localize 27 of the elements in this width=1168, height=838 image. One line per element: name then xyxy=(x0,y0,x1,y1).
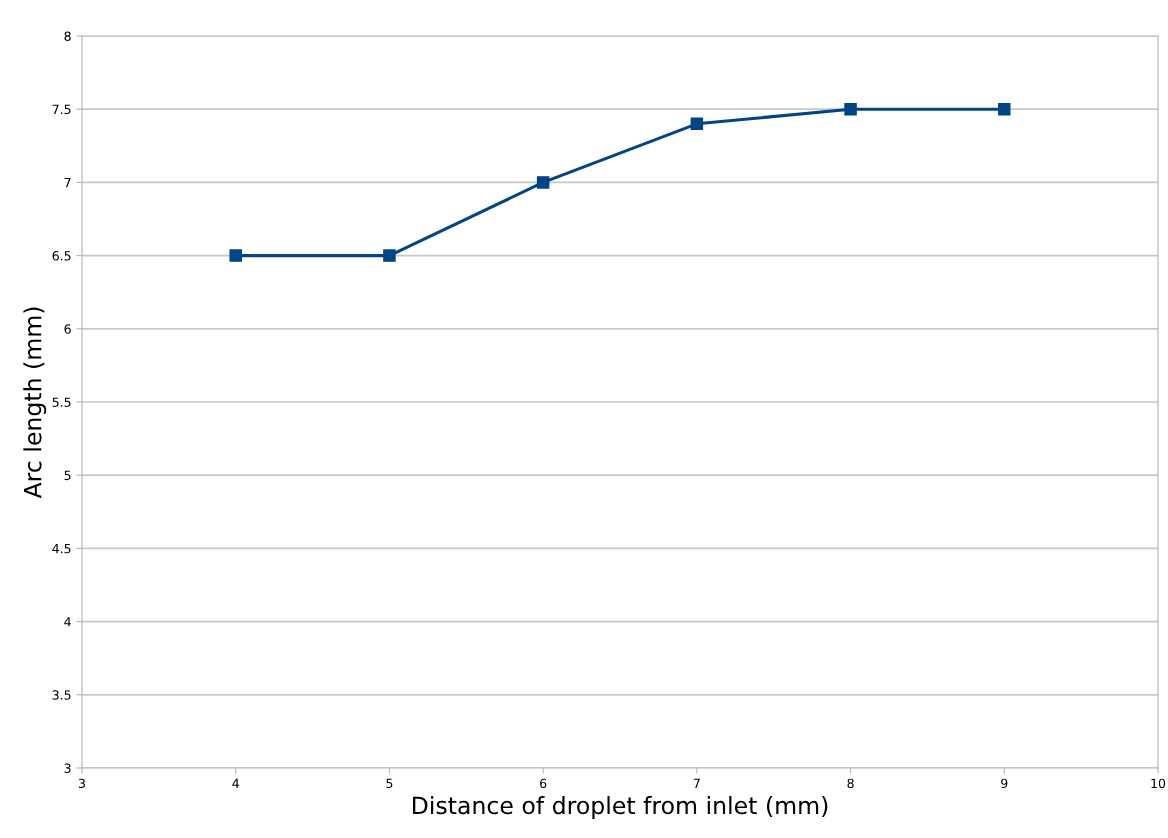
point xyxy=(998,102,1011,116)
y-tick-label: 5.5 xyxy=(52,397,71,407)
y-tick-label: 4.5 xyxy=(52,544,71,554)
y-tick-label: 8 xyxy=(64,31,71,41)
x-axis-title: Distance of droplet from inlet (mm) xyxy=(412,796,828,819)
x-tick-label: 4 xyxy=(232,778,239,788)
y-tick-label: 7 xyxy=(64,178,71,188)
x-tick-label: 8 xyxy=(847,778,854,789)
y-tick-label: 6.5 xyxy=(52,251,71,261)
y-tick-label: 7.5 xyxy=(52,104,71,115)
point xyxy=(844,102,857,116)
y-axis-title: Arc length (mm) xyxy=(23,307,47,499)
y-tick-label: 5 xyxy=(64,470,71,481)
point xyxy=(690,117,704,131)
x-tick-label: 5 xyxy=(386,778,393,789)
x-tick-label: 9 xyxy=(1001,778,1008,789)
point xyxy=(536,176,550,189)
point xyxy=(229,249,242,262)
y-tick-label: 6 xyxy=(64,324,71,334)
y-tick-label: 4 xyxy=(64,617,71,627)
x-tick-label: 6 xyxy=(540,778,547,789)
x-tick-label: 3 xyxy=(78,778,85,789)
x-tick-label: 7 xyxy=(693,778,700,788)
y-tick-label: 3.5 xyxy=(52,690,71,700)
x-tick-label: 10 xyxy=(1151,778,1166,789)
point xyxy=(383,249,396,262)
y-tick-label: 3 xyxy=(64,763,71,773)
